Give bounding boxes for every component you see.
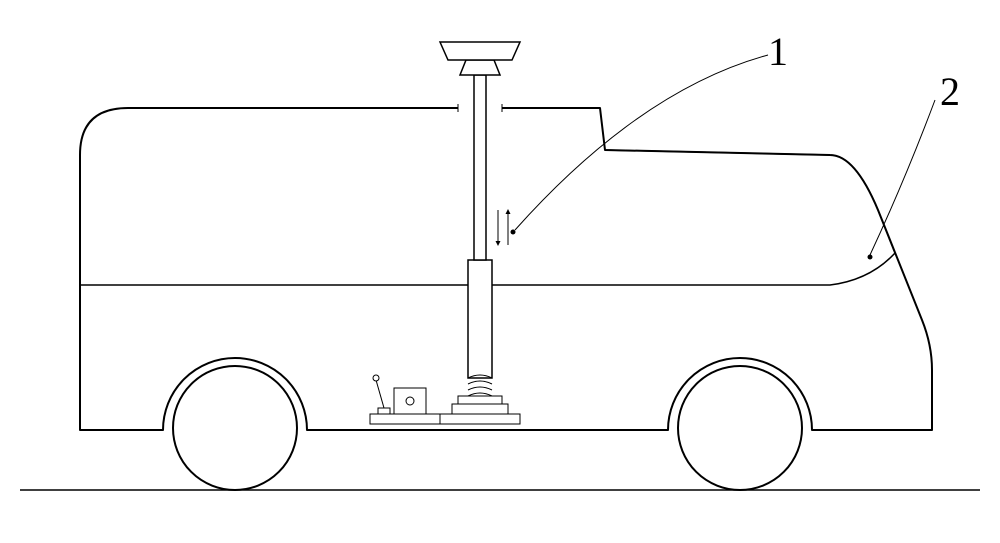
lever-tip [373,375,379,381]
lever-base [378,408,390,414]
leader-line [870,100,935,255]
mast-base-plate [452,404,508,414]
leader-dot [868,255,873,260]
callout-label: 2 [940,69,960,114]
leader-line [515,55,768,230]
callout-2: 2 [868,69,961,260]
mast-head-neck [460,60,500,75]
mast-head [440,42,520,60]
mast-base-ring [458,396,502,404]
callout-1: 1 [511,29,789,235]
leader-dot [511,230,516,235]
control-platform [370,414,440,424]
mast-upper-section [474,75,486,260]
lever-stick [376,380,384,408]
control-box [394,388,426,414]
windshield [605,150,895,285]
callout-label: 1 [768,29,788,74]
rear-wheel [173,366,297,490]
control-unit [370,375,440,424]
front-wheel [678,366,802,490]
mast-base-foot [440,414,520,424]
mast-assembly [440,42,520,424]
mast-lower-section [468,260,492,378]
